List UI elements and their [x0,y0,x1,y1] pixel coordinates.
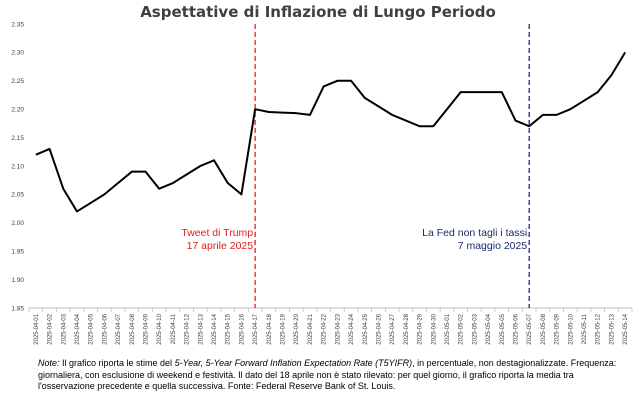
x-tick-label: 2025-04-20 [294,313,300,344]
x-tick-label: 2025-04-26 [376,313,382,344]
x-tick-label: 2025-04-29 [418,313,424,344]
x-tick-label: 2025-05-12 [596,313,602,344]
x-tick-label: 2025-04-14 [212,313,218,344]
x-tick-label: 2025-04-30 [431,313,437,344]
x-tick-label: 2025-04-17 [253,313,259,344]
y-tick-label: 1.90 [11,277,24,284]
series-line-path [35,51,627,213]
x-tick-label: 2025-04-25 [363,313,369,344]
x-tick-label: 2025-05-13 [609,313,615,344]
annotation-label: 17 aprile 2025 [187,240,254,252]
axes [28,307,633,312]
x-tick-label: 2025-05-02 [459,313,465,344]
x-tick-label: 2025-04-06 [102,313,108,344]
x-tick-label: 2025-05-03 [472,313,478,344]
x-tick-label: 2025-04-21 [308,313,314,344]
x-tick-label: 2025-04-01 [34,313,40,344]
x-tick-label: 2025-04-15 [226,313,232,344]
annotation-label: Tweet di Trump [181,227,253,239]
y-tick-label: 2.05 [11,192,24,199]
x-tick-label: 2025-05-08 [541,313,547,344]
y-tick-label: 2.15 [11,135,24,142]
x-tick-label: 2025-04-05 [89,313,95,344]
note-label: Note: [38,358,60,368]
y-tick-label: 1.95 [11,249,24,256]
x-tick-label: 2025-04-03 [61,313,67,344]
x-tick-label: 2025-04-13 [198,313,204,344]
x-tick-label: 2025-04-28 [404,313,410,344]
series-line [35,51,627,213]
x-tick-label: 2025-04-23 [335,313,341,344]
x-tick-label: 2025-04-11 [171,313,177,344]
x-tick-label: 2025-05-04 [486,313,492,344]
y-tick-label: 2.20 [11,107,24,114]
event-lines [254,24,530,308]
x-tick-label: 2025-04-07 [116,313,122,344]
x-tick-label: 2025-04-27 [390,313,396,344]
y-tick-labels: 1.85 1.90 1.95 2.00 2.05 2.10 2.15 2.20 2.25 2.30… [11,21,24,312]
x-tick-label: 2025-05-05 [500,313,506,344]
x-tick-label: 2025-04-10 [157,313,163,344]
x-tick-label: 2025-04-16 [239,313,245,344]
annotation-label: 7 maggio 2025 [458,240,528,252]
y-tick-label: 1.85 [11,305,24,312]
chart-title: Aspettative di Inflazione di Lungo Perio… [140,3,496,21]
x-tick-label: 2025-04-22 [322,313,328,344]
note-emphasis: 5-Year, 5-Year Forward Inflation Expecta… [174,358,413,368]
x-tick-label: 2025-05-06 [514,313,520,344]
note-text-after: , in percentuale, non destagionalizzate.… [38,358,617,391]
x-tick-label: 2025-05-01 [445,313,451,344]
x-tick-label: 2025-04-04 [75,313,81,344]
y-tick-label: 2.25 [11,78,24,85]
note-text-before: Il grafico riporta le stime del [59,358,175,368]
y-tick-label: 2.30 [11,50,24,57]
x-tick-label: 2025-04-18 [267,313,273,344]
x-tick-label: 2025-05-07 [527,313,533,344]
x-tick-label: 2025-04-19 [281,313,287,344]
x-tick-labels: 2025-04-01 2025-04-02 2025-04-03 2025-04-04… [34,313,629,344]
x-tick-label: 2025-04-02 [48,313,54,344]
chart-note: Note: Il grafico riporta le stime del 5-… [38,358,628,393]
y-tick-label: 2.10 [11,163,24,170]
x-tick-label: 2025-05-09 [555,313,561,344]
x-tick-label: 2025-04-08 [130,313,136,344]
y-tick-label: 2.00 [11,220,24,227]
y-tick-label: 2.35 [11,21,24,28]
x-tick-label: 2025-05-14 [623,313,629,344]
x-tick-label: 2025-04-24 [349,313,355,344]
annotation-label: La Fed non tagli i tassi [422,227,527,239]
x-tick-label: 2025-05-11 [582,313,588,344]
x-tick-label: 2025-05-10 [568,313,574,344]
x-tick-label: 2025-04-12 [185,313,191,344]
x-tick-label: 2025-04-09 [143,313,149,344]
